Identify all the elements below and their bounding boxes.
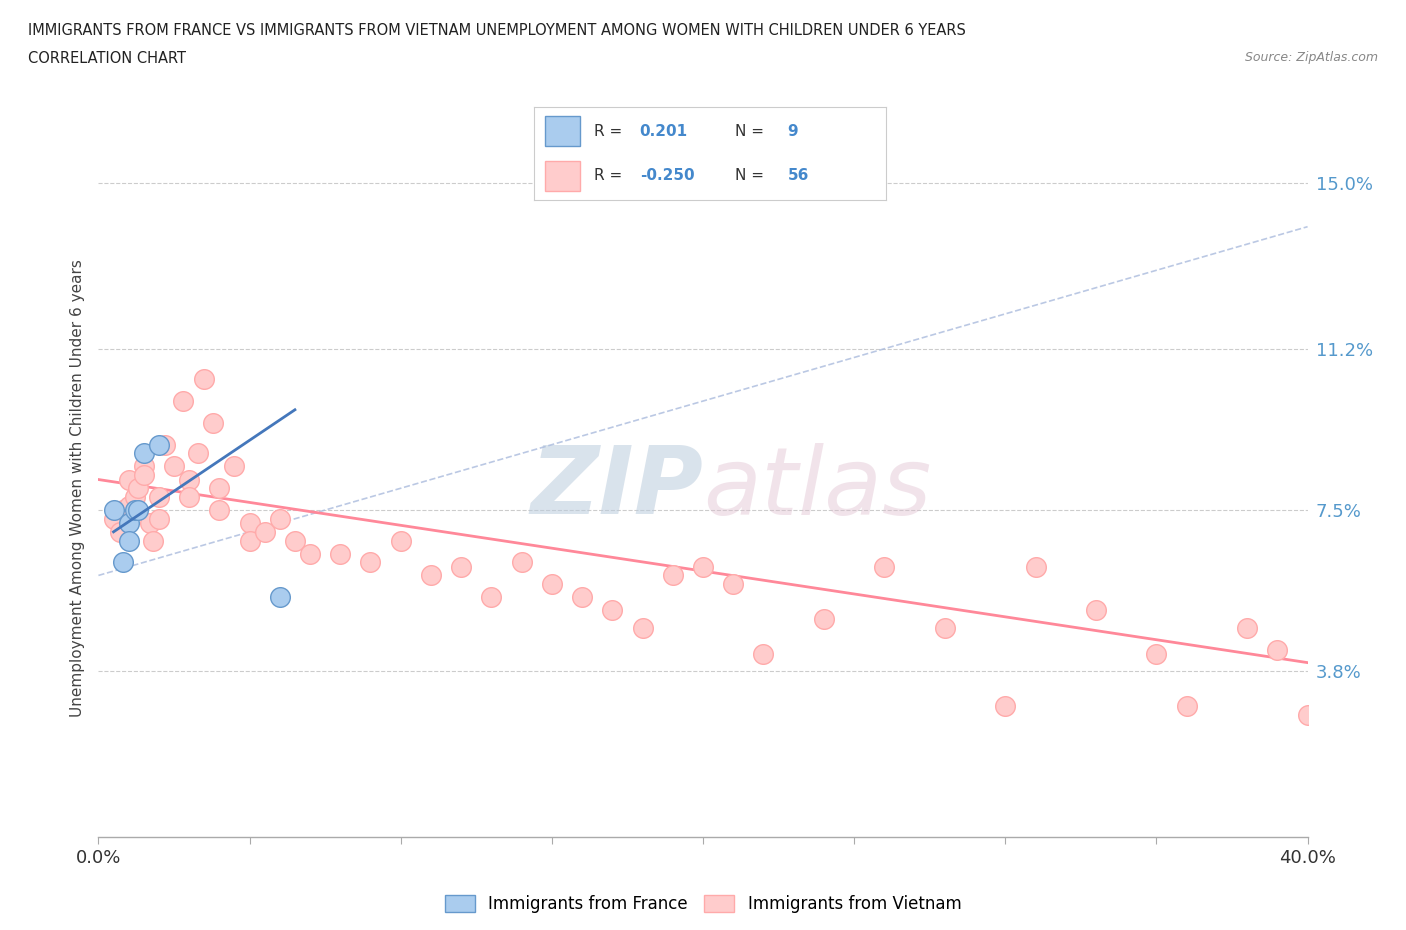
Point (111, 555, 134, 570)
Point (419, 568, 441, 583)
Point (163, 459, 186, 474)
Point (239, 533, 262, 548)
Point (139, 515, 162, 530)
Text: ZIP: ZIP (530, 443, 703, 534)
Point (1024, 559, 1046, 574)
Text: atlas: atlas (703, 443, 931, 534)
Point (108, 525, 131, 539)
Legend: Immigrants from France, Immigrants from Vietnam: Immigrants from France, Immigrants from … (439, 888, 967, 920)
Point (269, 512, 291, 526)
Text: 56: 56 (787, 168, 808, 183)
Point (934, 620, 956, 635)
Point (1085, 603, 1108, 618)
Point (132, 446, 155, 461)
Point (124, 502, 146, 517)
FancyBboxPatch shape (544, 161, 581, 191)
Point (148, 512, 170, 526)
Text: CORRELATION CHART: CORRELATION CHART (28, 51, 186, 66)
Point (631, 620, 654, 635)
Point (299, 546, 322, 561)
Text: Source: ZipAtlas.com: Source: ZipAtlas.com (1244, 51, 1378, 64)
FancyBboxPatch shape (544, 116, 581, 146)
Point (1296, 708, 1319, 723)
Point (132, 468, 155, 483)
Point (752, 646, 775, 661)
Point (224, 459, 246, 474)
Text: -0.250: -0.250 (640, 168, 695, 183)
Point (360, 555, 382, 570)
Point (132, 459, 155, 474)
Point (994, 698, 1017, 713)
Point (103, 502, 125, 517)
Point (148, 437, 170, 452)
Point (813, 612, 835, 627)
Point (692, 559, 714, 574)
Point (208, 502, 231, 517)
Point (124, 489, 146, 504)
Point (269, 590, 291, 604)
Point (389, 533, 412, 548)
Point (208, 481, 231, 496)
Text: 9: 9 (787, 124, 799, 139)
Point (481, 590, 503, 604)
Text: R =: R = (593, 124, 623, 139)
Point (187, 446, 209, 461)
Point (873, 559, 896, 574)
Point (153, 437, 176, 452)
Point (1236, 620, 1258, 635)
Point (202, 416, 225, 431)
Point (1175, 698, 1198, 713)
Point (127, 481, 149, 496)
Point (450, 559, 472, 574)
Point (177, 489, 201, 504)
Point (172, 393, 194, 408)
Point (118, 533, 141, 548)
Point (661, 568, 683, 583)
Point (571, 590, 593, 604)
Point (193, 372, 215, 387)
Text: 0.201: 0.201 (640, 124, 688, 139)
Point (1144, 646, 1167, 661)
Point (602, 603, 624, 618)
Point (540, 577, 562, 591)
Text: IMMIGRANTS FROM FRANCE VS IMMIGRANTS FROM VIETNAM UNEMPLOYMENT AMONG WOMEN WITH : IMMIGRANTS FROM FRANCE VS IMMIGRANTS FRO… (28, 23, 966, 38)
Point (118, 472, 141, 487)
Point (142, 533, 165, 548)
Point (103, 512, 125, 526)
Point (510, 555, 533, 570)
Point (148, 489, 170, 504)
Text: N =: N = (734, 168, 763, 183)
Point (239, 515, 262, 530)
Text: R =: R = (593, 168, 623, 183)
Text: N =: N = (734, 124, 763, 139)
Point (253, 525, 276, 539)
Point (329, 546, 352, 561)
Point (127, 502, 149, 517)
Point (111, 502, 134, 517)
Point (284, 533, 307, 548)
Point (118, 515, 141, 530)
Y-axis label: Unemployment Among Women with Children Under 6 years: Unemployment Among Women with Children U… (69, 259, 84, 717)
Point (721, 577, 744, 591)
Point (1265, 642, 1288, 657)
Point (177, 472, 201, 487)
Point (118, 498, 141, 513)
